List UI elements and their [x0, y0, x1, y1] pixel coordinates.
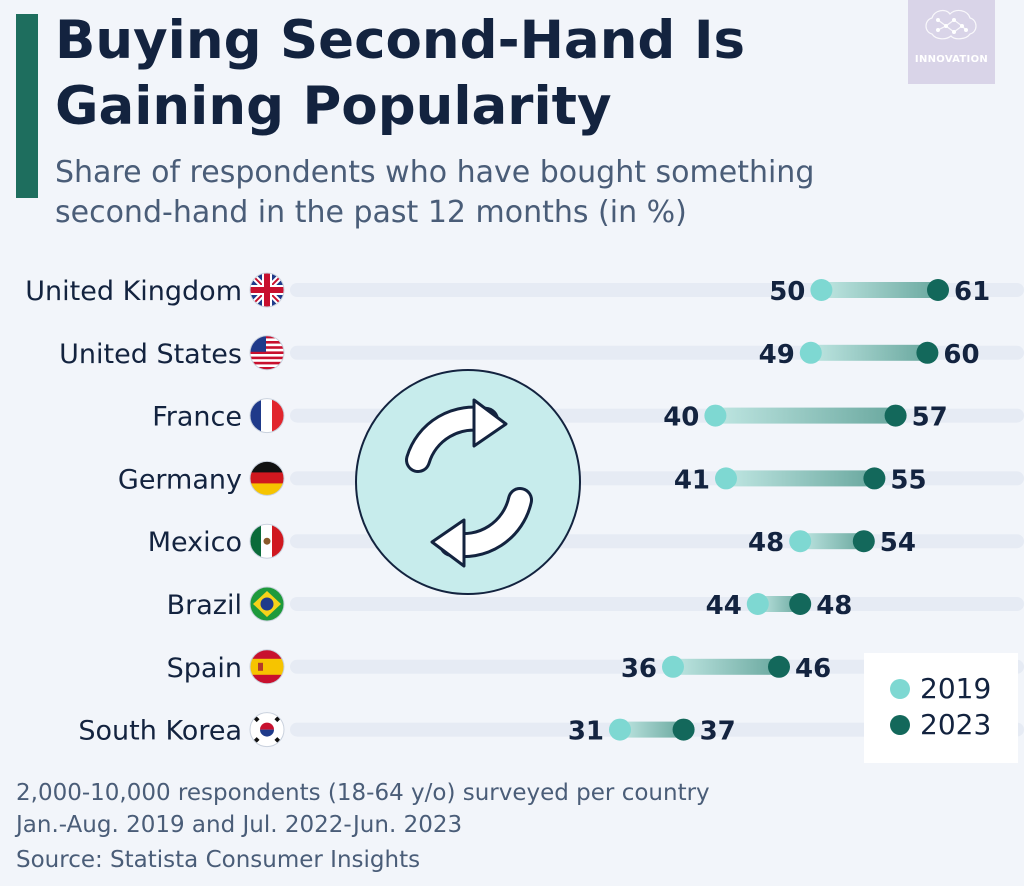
- value-2023-germany: 55: [890, 465, 926, 495]
- dot-2023-brazil: [789, 593, 812, 615]
- value-2019-germany: 41: [674, 465, 710, 495]
- country-label-brazil: Brazil: [167, 590, 242, 621]
- dot-2019-brazil: [746, 593, 769, 615]
- chart-subtitle: Share of respondents who have bought som…: [55, 155, 815, 230]
- country-label-france: France: [152, 402, 242, 433]
- value-2019-south-korea: 31: [568, 717, 604, 747]
- dot-2023-south-korea: [672, 718, 695, 741]
- value-2019-france: 40: [663, 403, 699, 433]
- innovation-logo: INNOVATION: [908, 0, 995, 84]
- dot-2019-united-states: [799, 341, 822, 364]
- row-united-states: United States 49 60: [59, 335, 980, 371]
- dot-2019-united-kingdom: [810, 279, 833, 301]
- footnote-source: Source: Statista Consumer Insights: [16, 847, 421, 873]
- footnote-respondents: 2,000-10,000 respondents (18-64 y/o) sur…: [16, 780, 710, 806]
- value-2023-spain: 46: [795, 654, 831, 684]
- us-flag-icon: [249, 335, 285, 371]
- country-label-south-korea: South Korea: [78, 716, 242, 747]
- row-brazil: Brazil 44 48: [167, 586, 852, 622]
- spain-flag-icon: [249, 649, 285, 685]
- value-2019-united-kingdom: 50: [769, 277, 805, 307]
- value-2023-south-korea: 37: [700, 717, 736, 747]
- chart-legend: 2019 2023: [864, 653, 1018, 763]
- range-bar-united-kingdom: [821, 282, 938, 298]
- value-2023-united-states: 60: [943, 340, 979, 370]
- country-label-united-kingdom: United Kingdom: [25, 276, 242, 307]
- range-bar-south-korea: [620, 721, 684, 738]
- value-2019-mexico: 48: [748, 528, 784, 558]
- dot-2019-south-korea: [609, 718, 631, 741]
- row-germany: Germany 41 55: [118, 460, 927, 496]
- dot-2019-mexico: [789, 530, 812, 553]
- range-bar-germany: [726, 470, 875, 487]
- value-2023-mexico: 54: [880, 528, 916, 558]
- dot-2023-united-kingdom: [927, 279, 949, 301]
- south-korea-flag-icon: [249, 712, 285, 748]
- row-france: France 40 57: [152, 398, 948, 434]
- brazil-flag-icon: [249, 586, 285, 622]
- dot-2023-mexico: [852, 530, 875, 553]
- range-bar-spain: [673, 658, 779, 675]
- dot-2019-france: [704, 404, 727, 427]
- legend-marker-2023: [890, 715, 910, 735]
- legend-label-2023: 2023: [920, 708, 992, 741]
- country-label-mexico: Mexico: [148, 527, 242, 558]
- accent-bar: [16, 14, 38, 198]
- range-bar-mexico: [800, 533, 864, 550]
- dot-2023-united-states: [916, 341, 939, 364]
- germany-flag-icon: [249, 460, 285, 496]
- country-label-germany: Germany: [118, 464, 242, 495]
- value-2023-france: 57: [912, 403, 948, 433]
- chart-title: Buying Second-Hand Is Gaining Popularity: [55, 10, 746, 137]
- value-2023-brazil: 48: [816, 591, 852, 621]
- row-spain: Spain 36 46: [167, 649, 831, 685]
- dot-2023-germany: [863, 467, 886, 490]
- uk-flag-icon: [249, 272, 285, 308]
- value-2019-united-states: 49: [759, 340, 795, 370]
- row-track-spain: [290, 659, 1024, 674]
- legend-label-2019: 2019: [920, 672, 992, 705]
- recycle-arrows-icon: [355, 369, 581, 595]
- dot-2023-france: [884, 404, 907, 427]
- dot-2019-germany: [715, 467, 737, 490]
- mexico-flag-icon: [249, 523, 285, 559]
- country-label-spain: Spain: [167, 653, 242, 684]
- dot-2019-spain: [662, 655, 684, 678]
- value-2023-united-kingdom: 61: [954, 277, 990, 307]
- logo-text: INNOVATION: [914, 54, 989, 65]
- brain-network-icon: [925, 9, 977, 40]
- row-south-korea: South Korea 31 37: [78, 712, 736, 748]
- range-bar-france: [715, 407, 896, 424]
- value-2019-spain: 36: [621, 654, 657, 684]
- row-track-brazil: [290, 597, 1024, 611]
- range-bar-united-states: [810, 344, 928, 361]
- row-united-kingdom: United Kingdom 50 61: [25, 272, 990, 308]
- row-mexico: Mexico 48 54: [148, 523, 916, 559]
- range-bar-brazil: [757, 596, 801, 612]
- dot-2023-spain: [768, 655, 790, 678]
- legend-marker-2019: [890, 679, 910, 699]
- france-flag-icon: [249, 398, 285, 434]
- country-label-united-states: United States: [59, 339, 242, 370]
- value-2019-brazil: 44: [706, 591, 742, 621]
- footnote-survey-period: Jan.-Aug. 2019 and Jul. 2022-Jun. 2023: [16, 812, 463, 838]
